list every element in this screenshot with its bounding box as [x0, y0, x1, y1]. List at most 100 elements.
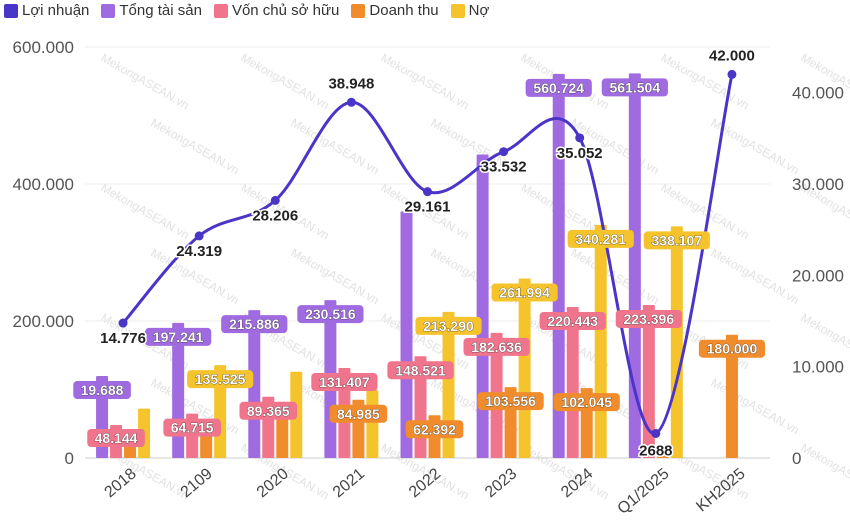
data-label-bg	[415, 316, 482, 335]
data-label-bg	[387, 361, 454, 380]
legend-item-t-ng-t-i-s-n[interactable]: Tổng tài sản	[101, 2, 202, 19]
profit-point	[194, 231, 204, 241]
data-label-text: 182.636	[471, 339, 522, 355]
legend-swatch	[351, 3, 366, 18]
data-label-bg	[187, 370, 254, 389]
bar	[670, 226, 683, 458]
bar	[366, 390, 379, 458]
bar-data-label-n: 135.525	[187, 370, 254, 389]
legend-swatch	[101, 3, 116, 18]
right-axis-tick-label: 30.000	[792, 175, 844, 194]
watermark-text: MekongASEAN.vn	[99, 50, 192, 112]
legend-item-n[interactable]: Nợ	[450, 2, 489, 19]
profit-point	[118, 318, 128, 328]
watermark-text: MekongASEAN.vn	[709, 375, 802, 437]
data-label-text: 180.000	[707, 341, 758, 357]
data-label-bg	[405, 420, 464, 439]
data-label-bg	[615, 309, 682, 328]
profit-point	[651, 428, 661, 438]
data-label-text: 338.107	[652, 232, 703, 248]
bar-data-label-t-ng-t-i-s-n: 19.688	[73, 381, 131, 400]
bar-data-label-n: 213.290	[415, 316, 482, 335]
watermark-text: MekongASEAN.vn	[709, 245, 802, 307]
watermark-text: MekongASEAN.vn	[289, 115, 382, 177]
bar	[725, 334, 738, 458]
legend-swatch	[450, 3, 465, 18]
left-axis-tick-label: 400.000	[13, 175, 74, 194]
x-tick-label: 2023	[482, 465, 520, 501]
profit-data-label: 33.532	[481, 159, 527, 176]
profit-data-label: 35.052	[557, 145, 603, 162]
bar	[248, 310, 261, 458]
bar	[276, 410, 289, 458]
data-label-bg	[239, 401, 298, 420]
data-label-text: 230.516	[305, 306, 356, 322]
x-tick-label: Q1/2025	[615, 465, 673, 518]
data-label-text: 223.396	[624, 311, 675, 327]
data-label-bg	[163, 418, 221, 437]
legend-label: Lợi nhuận	[22, 2, 90, 19]
legend-item-l-i-nhu-n[interactable]: Lợi nhuận	[4, 2, 89, 19]
data-label-bg	[477, 392, 544, 411]
data-label-text: 220.443	[547, 313, 598, 329]
data-label-text: 135.525	[195, 371, 246, 387]
watermark-text: MekongASEAN.vn	[799, 440, 850, 502]
data-label-bg	[525, 78, 592, 97]
watermark-text: MekongASEAN.vn	[379, 50, 472, 112]
data-label-text: 340.281	[575, 231, 626, 247]
data-label-text: 89.365	[247, 403, 290, 419]
bar-data-label-v-n-ch-s-h-u: 223.396	[615, 309, 682, 328]
bar-data-label-v-n-ch-s-h-u: 220.443	[539, 311, 606, 330]
x-tick-label: 2109	[178, 465, 216, 501]
bar	[594, 224, 607, 458]
data-label-text: 561.504	[610, 79, 661, 95]
bar	[656, 452, 669, 458]
left-axis-tick-label: 0	[65, 449, 74, 468]
data-label-text: 102.045	[561, 394, 612, 410]
bar-data-label-doanh-thu: 84.985	[329, 404, 388, 423]
data-label-text: 131.407	[319, 374, 370, 390]
bar-data-label-n: 338.107	[643, 231, 710, 250]
data-label-text: 19.688	[81, 382, 124, 398]
bar-series-n	[138, 224, 683, 458]
bar-data-label-t-ng-t-i-s-n: 560.724	[525, 78, 592, 97]
legend-item-doanh-thu[interactable]: Doanh thu	[351, 2, 439, 19]
data-label-bg	[329, 404, 388, 423]
legend-label: Vốn chủ sở hữu	[231, 2, 340, 19]
profit-point	[727, 69, 737, 79]
profit-point	[423, 187, 432, 197]
bar	[552, 73, 565, 459]
data-label-text: 215.886	[229, 316, 280, 332]
data-label-text: 197.241	[153, 329, 204, 345]
legend-item-v-n-ch-s-h-u[interactable]: Vốn chủ sở hữu	[213, 2, 340, 19]
bar-data-label-t-ng-t-i-s-n: 197.241	[145, 327, 212, 346]
bar-data-label-doanh-thu: 180.000	[698, 339, 766, 358]
x-tick-label: 2021	[330, 465, 368, 501]
bar	[628, 73, 641, 459]
data-label-text: 103.556	[485, 393, 536, 409]
right-axis-tick-label: 10.000	[792, 358, 844, 377]
data-label-bg	[539, 311, 606, 330]
data-label-bg	[73, 381, 131, 400]
bar	[476, 154, 489, 459]
data-label-bg	[553, 393, 620, 412]
profit-data-label: 28.206	[252, 207, 298, 224]
bar-data-label-t-ng-t-i-s-n: 230.516	[297, 305, 364, 324]
left-axis-tick-label: 200.000	[13, 312, 74, 331]
watermark-text: MekongASEAN.vn	[799, 50, 850, 112]
data-label-bg	[567, 229, 634, 248]
profit-data-label: 14.776	[100, 330, 146, 347]
bar-data-label-v-n-ch-s-h-u: 148.521	[387, 361, 454, 380]
data-label-text: 64.715	[171, 420, 214, 436]
bar-data-label-v-n-ch-s-h-u: 89.365	[239, 401, 298, 420]
bar-data-label-v-n-ch-s-h-u: 131.407	[311, 372, 378, 391]
data-label-bg	[297, 305, 364, 324]
bar-data-label-n: 261.994	[491, 283, 558, 302]
watermark-text: MekongASEAN.vn	[289, 245, 382, 307]
profit-point	[499, 147, 509, 157]
left-axis-tick-label: 600.000	[13, 38, 74, 57]
data-label-bg	[463, 337, 530, 356]
bar	[518, 278, 531, 458]
